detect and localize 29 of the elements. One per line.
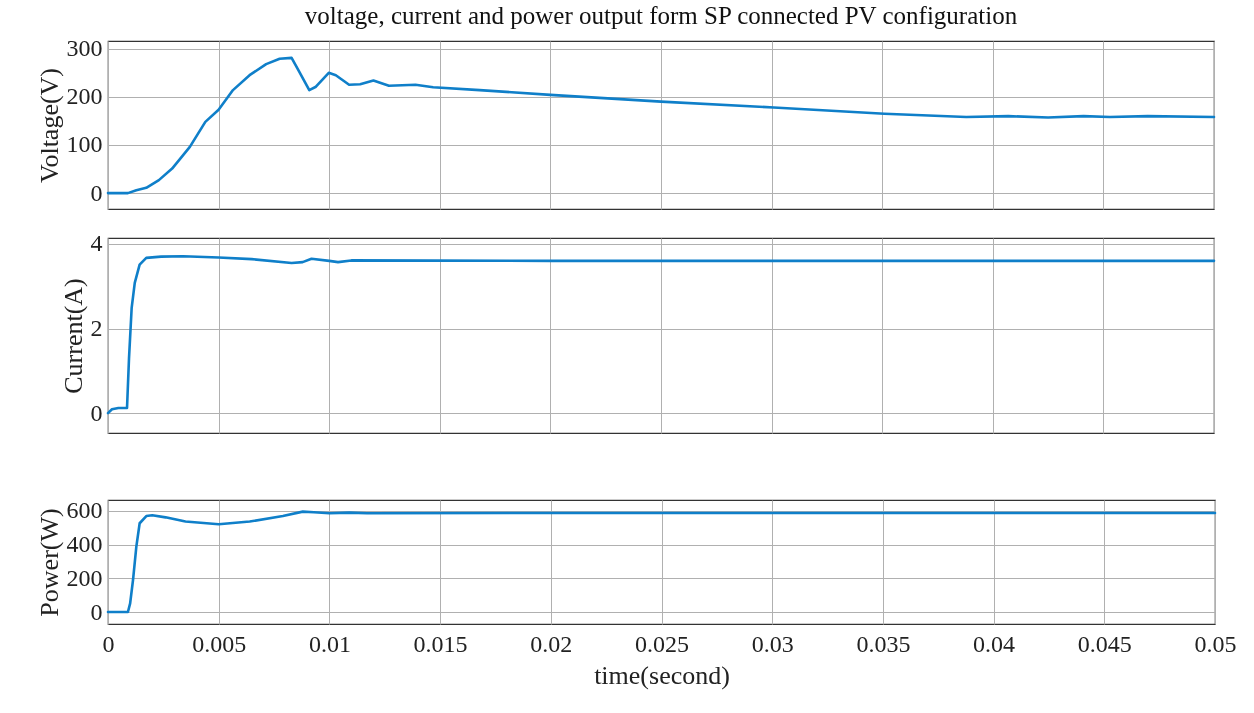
y-axis-title: Current(A) xyxy=(58,278,88,394)
x-tick-label: 0.04 xyxy=(973,630,1016,657)
y-tick-label: 200 xyxy=(66,83,103,110)
y-tick-label: 600 xyxy=(66,497,103,524)
x-tick-label: 0.005 xyxy=(192,630,247,657)
y-tick-label: 200 xyxy=(66,564,103,591)
y-tick-label: 0 xyxy=(90,179,103,206)
x-axis-title: time(second) xyxy=(594,660,730,690)
y-tick-label: 300 xyxy=(66,35,103,62)
x-tick-label: 0.05 xyxy=(1194,630,1237,657)
x-tick-label: 0.01 xyxy=(308,630,351,657)
x-tick-label: 0.035 xyxy=(856,630,911,657)
x-tick-label: 0.025 xyxy=(635,630,689,657)
line-series xyxy=(106,510,1217,614)
y-tick-label: 2 xyxy=(90,315,103,342)
x-tick-label: 0.03 xyxy=(751,630,794,657)
y-tick-label: 0 xyxy=(90,399,103,426)
y-tick-label: 0 xyxy=(90,598,103,625)
line-series xyxy=(106,56,1216,195)
x-tick-label: 0.045 xyxy=(1077,630,1132,657)
x-tick-label: 0.015 xyxy=(413,630,468,657)
line-series xyxy=(106,254,1216,415)
chart-title: voltage, current and power output form SP connected PV configuration xyxy=(304,1,1018,29)
y-axis-title: Voltage(V) xyxy=(34,67,64,184)
y-axis-title: Power(W) xyxy=(34,508,64,617)
y-tick-label: 100 xyxy=(66,131,103,158)
y-tick-label: 400 xyxy=(66,531,103,558)
y-tick-label: 4 xyxy=(90,230,103,257)
x-tick-label: 0.02 xyxy=(530,630,573,657)
